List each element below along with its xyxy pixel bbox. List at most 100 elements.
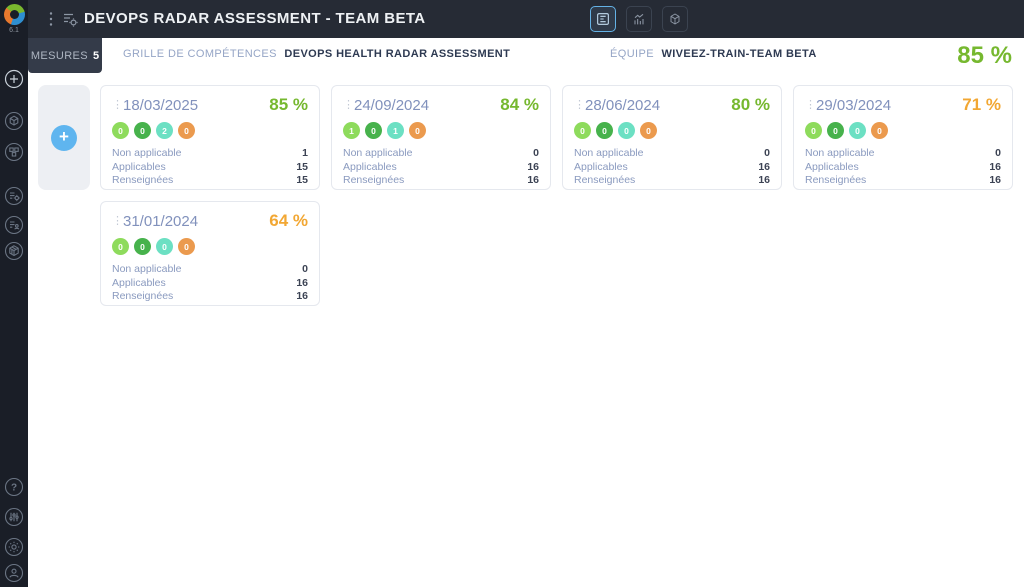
stats: Non applicable 0 Applicables 16 Renseign…	[343, 147, 539, 188]
sidebar-item-list-user[interactable]	[3, 214, 25, 236]
card-kebab-menu-icon[interactable]: ⋮	[805, 98, 816, 111]
list-settings-icon	[4, 186, 24, 206]
stat-row-renseignees: Renseignées 15	[112, 174, 308, 188]
stat-label: Applicables	[112, 160, 166, 173]
team-info: ÉQUIPE WIVEEZ-TRAIN-TEAM BETA	[610, 48, 817, 60]
topbar: DEVOPS RADAR ASSESSMENT - TEAM BETA	[28, 0, 1024, 38]
topbar-kebab-menu[interactable]	[46, 11, 56, 27]
measure-card-header: ⋮ 24/09/2024 84 %	[343, 95, 539, 115]
sidebar-item-package[interactable]	[3, 110, 25, 132]
settings-gear-icon	[4, 537, 24, 557]
sidebar-settings-button[interactable]	[3, 536, 25, 558]
stat-value-renseignees: 16	[296, 290, 308, 302]
stat-label: Non applicable	[112, 147, 182, 159]
team-value: WIVEEZ-TRAIN-TEAM BETA	[661, 48, 817, 60]
stat-label: Applicables	[574, 160, 628, 173]
stat-label: Applicables	[112, 276, 166, 289]
stat-row-non-applicable: Non applicable 0	[343, 147, 539, 161]
status-badge: 1	[343, 122, 360, 139]
view-button-cards[interactable]	[590, 6, 616, 32]
measure-card-header: ⋮ 29/03/2024 71 %	[805, 95, 1001, 115]
view-button-cube[interactable]	[662, 6, 688, 32]
stat-row-applicables: Applicables 16	[805, 161, 1001, 175]
chart-view-icon	[634, 13, 644, 25]
add-measure-panel: +	[38, 85, 90, 190]
cube-grid-icon	[4, 241, 24, 261]
measure-date: 31/01/2024	[123, 212, 199, 230]
stat-label: Applicables	[343, 160, 397, 173]
plus-icon	[4, 69, 24, 89]
stat-label: Renseignées	[805, 174, 867, 186]
measure-date: 18/03/2025	[123, 96, 199, 114]
measure-card-header: ⋮ 28/06/2024 80 %	[574, 95, 770, 115]
sidebar-item-modules[interactable]	[3, 141, 25, 163]
status-badge: 0	[112, 122, 129, 139]
measure-date: 24/09/2024	[354, 96, 430, 114]
tab-mesures[interactable]: MESURES 5	[28, 38, 102, 73]
status-badge: 0	[134, 122, 151, 139]
status-badge: 0	[849, 122, 866, 139]
card-kebab-menu-icon[interactable]: ⋮	[112, 214, 123, 227]
app-logo-wrap: 6.1	[0, 0, 28, 34]
stat-value-non-applicable: 0	[764, 147, 770, 159]
sidebar-item-list-settings[interactable]	[3, 185, 25, 207]
stats: Non applicable 0 Applicables 16 Renseign…	[112, 263, 308, 304]
stat-row-renseignees: Renseignées 16	[805, 174, 1001, 188]
view-button-chart[interactable]	[626, 6, 652, 32]
card-kebab-menu-icon[interactable]: ⋮	[112, 98, 123, 111]
tab-mesures-label: MESURES	[30, 49, 89, 62]
sidebar-account-button[interactable]	[3, 562, 25, 584]
status-badge: 2	[156, 122, 173, 139]
view-switcher	[590, 6, 688, 32]
sidebar: 6.1	[0, 0, 28, 587]
measure-score: 71 %	[962, 95, 1001, 114]
user-icon	[4, 563, 24, 583]
kebab-menu-icon	[49, 12, 53, 26]
measure-card-header: ⋮ 31/01/2024 64 %	[112, 211, 308, 231]
sidebar-preferences-button[interactable]	[3, 506, 25, 528]
stat-label: Applicables	[805, 160, 859, 173]
status-badge: 0	[640, 122, 657, 139]
stat-label: Renseignées	[574, 174, 636, 186]
measure-score: 80 %	[731, 95, 770, 114]
add-measure-button[interactable]: +	[51, 124, 77, 151]
sidebar-help-button[interactable]: ?	[3, 476, 25, 498]
stats: Non applicable 1 Applicables 15 Renseign…	[112, 147, 308, 188]
status-badge: 0	[574, 122, 591, 139]
card-kebab-menu-icon[interactable]: ⋮	[574, 98, 585, 111]
svg-text:?: ?	[11, 483, 17, 494]
app-version: 6.1	[9, 27, 19, 34]
stat-row-applicables: Applicables 16	[574, 161, 770, 175]
breadcrumb-label: GRILLE DE COMPÉTENCES	[123, 48, 277, 60]
sidebar-item-cube[interactable]	[3, 240, 25, 262]
measure-score: 85 %	[269, 95, 308, 114]
stat-value-applicables: 15	[296, 160, 308, 173]
measures-list-icon	[61, 10, 79, 28]
stat-label: Renseignées	[343, 174, 405, 186]
stat-value-non-applicable: 0	[302, 263, 308, 275]
stat-value-applicables: 16	[527, 160, 539, 173]
stat-value-non-applicable: 1	[302, 147, 308, 159]
stat-row-renseignees: Renseignées 16	[343, 174, 539, 188]
help-icon: ?	[4, 477, 24, 497]
tabbar: MESURES 5 GRILLE DE COMPÉTENCES DEVOPS H…	[28, 38, 1024, 73]
status-badge: 0	[827, 122, 844, 139]
card-kebab-menu-icon[interactable]: ⋮	[343, 98, 354, 111]
sliders-icon	[4, 507, 24, 527]
status-badge: 0	[134, 238, 151, 255]
page-title: DEVOPS RADAR ASSESSMENT - TEAM BETA	[84, 10, 426, 27]
app-logo-icon[interactable]	[3, 4, 25, 25]
sidebar-add-button[interactable]	[3, 68, 25, 90]
stat-row-non-applicable: Non applicable 0	[574, 147, 770, 161]
list-user-icon	[4, 215, 24, 235]
